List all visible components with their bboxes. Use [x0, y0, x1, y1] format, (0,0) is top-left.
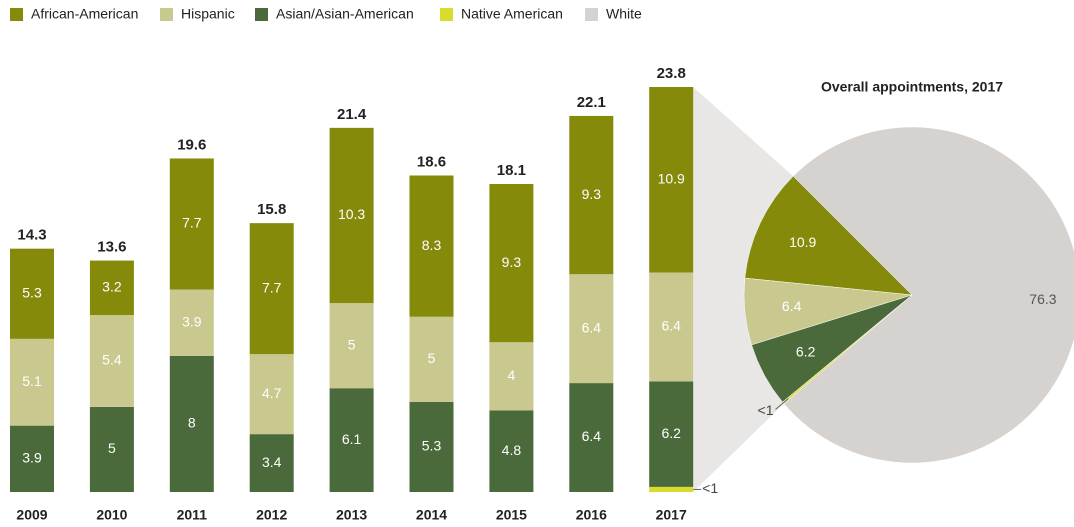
bar-segment: [329, 303, 374, 389]
bar-segment: [409, 316, 454, 402]
total-label: 19.6: [177, 136, 206, 153]
bar-segment: [10, 248, 54, 339]
segment-label: 5.4: [102, 352, 122, 368]
legend-swatch: [160, 8, 173, 21]
total-label: 22.1: [577, 94, 606, 111]
x-tick-label: 2012: [256, 507, 287, 523]
bar-segment: [169, 158, 214, 290]
segment-label: 6.4: [582, 319, 602, 335]
slice-label: 6.4: [782, 298, 802, 314]
bar-segment: [649, 486, 694, 492]
slice-label: 10.9: [789, 234, 816, 250]
segment-label: 6.4: [661, 318, 681, 334]
slice-label: 76.3: [1029, 291, 1056, 307]
total-label: 14.3: [17, 227, 46, 244]
segment-label: 4.7: [262, 385, 282, 401]
segment-label: 4: [508, 367, 516, 383]
segment-label: 9.3: [582, 186, 602, 202]
total-label: 13.6: [97, 239, 126, 256]
segment-label: 5.1: [22, 373, 42, 389]
bar-segment: [169, 355, 214, 492]
bar-segment: [10, 338, 54, 426]
segment-label: 3.2: [102, 279, 122, 295]
bar-segment: [649, 381, 694, 487]
segment-label: 8.3: [422, 237, 442, 253]
segment-label: 5: [428, 350, 436, 366]
bar-segment: [329, 127, 374, 304]
bar-segment: [169, 289, 214, 356]
leader-line: [775, 398, 789, 410]
x-tick-label: 2013: [336, 507, 367, 523]
segment-label: 5: [108, 440, 116, 456]
total-label: 15.8: [257, 201, 286, 218]
legend-label: Hispanic: [181, 6, 235, 22]
bar-segment: [409, 401, 454, 492]
segment-label: 5: [348, 336, 356, 352]
segment-label: 10.9: [658, 170, 685, 186]
legend-label: Asian/Asian-American: [276, 6, 414, 22]
legend-swatch: [585, 8, 598, 21]
segment-label: 5.3: [22, 284, 42, 300]
bar-segment: [489, 410, 534, 492]
bar-segment: [649, 272, 694, 382]
legend-label: Native American: [461, 6, 563, 22]
bar-segment: [409, 175, 454, 317]
bar-segment: [249, 434, 294, 492]
segment-label: 6.1: [342, 431, 362, 447]
segment-label: 9.3: [502, 254, 522, 270]
segment-label: 7.7: [182, 215, 202, 231]
bar-segment: [89, 315, 134, 407]
segment-label: 3.9: [182, 313, 202, 329]
legend-swatch: [10, 8, 23, 21]
total-label: 18.1: [497, 162, 526, 179]
segment-label: 5.3: [422, 438, 442, 454]
x-tick-label: 2011: [177, 507, 208, 523]
bar-segment: [249, 223, 294, 355]
legend-swatch: [440, 8, 453, 21]
total-label: 23.8: [657, 65, 686, 82]
bar-segment: [10, 425, 54, 492]
bar-segment: [89, 406, 134, 492]
bar-segment: [489, 183, 534, 343]
segment-label: 7.7: [262, 279, 282, 295]
legend-swatch: [255, 8, 268, 21]
bar-segment: [89, 260, 134, 316]
segment-label: 4.8: [502, 442, 522, 458]
x-tick-label: 2010: [96, 507, 127, 523]
segment-label: 3.9: [22, 450, 42, 466]
total-label: 18.6: [417, 153, 446, 170]
pie-slice: [744, 175, 913, 296]
x-tick-label: 2014: [416, 507, 447, 523]
segment-label: 8: [188, 415, 196, 431]
bar-segment: [569, 383, 614, 492]
bar-segment: [649, 87, 694, 273]
x-tick-label: 2016: [576, 507, 607, 523]
legend-label: African-American: [31, 6, 138, 22]
bar-segment: [489, 342, 534, 411]
slice-label: 6.2: [796, 343, 816, 359]
legend-label: White: [606, 6, 642, 22]
segment-label: <1: [702, 480, 718, 496]
x-tick-label: 2009: [16, 507, 47, 523]
bar-segment: [569, 274, 614, 384]
total-label: 21.4: [337, 106, 367, 123]
segment-label: 6.4: [582, 428, 602, 444]
x-tick-label: 2017: [656, 507, 687, 523]
segment-label: 3.4: [262, 454, 282, 470]
segment-label: 10.3: [338, 206, 365, 222]
pie-slice: [783, 126, 1074, 464]
bar-segment: [569, 115, 614, 275]
segment-label: 6.2: [661, 425, 681, 441]
pie-title: Overall appointments, 2017: [821, 79, 1003, 95]
bar-segment: [329, 388, 374, 492]
x-tick-label: 2015: [496, 507, 527, 523]
bar-segment: [249, 354, 294, 435]
slice-label: <1: [758, 402, 774, 418]
